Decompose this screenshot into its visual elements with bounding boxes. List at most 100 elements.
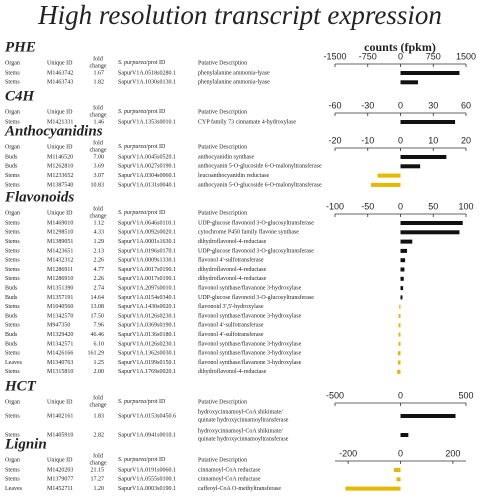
organ: Stems [5, 258, 20, 264]
bar [400, 248, 408, 253]
fold-change: 1.12 [94, 220, 105, 226]
section-label: HCT [4, 378, 37, 394]
bar [400, 230, 460, 235]
unique-id: M1315810 [47, 369, 73, 375]
col-header: Unique ID [47, 210, 73, 216]
organ: Stems [5, 304, 20, 310]
bar [400, 295, 403, 300]
prot-id: SapurV1A.0369s0190.1 [118, 323, 176, 329]
col-header: Organ [5, 399, 20, 405]
description: flavonol synthase/flavanone 3-hydroxylas… [198, 340, 302, 347]
organ: Stems [5, 230, 20, 236]
fold-change: 1.67 [94, 70, 105, 76]
x-tick-label: -50 [361, 201, 374, 211]
col-header: Unique ID [47, 60, 73, 66]
x-tick-label: 200 [445, 448, 460, 458]
fold-change: 1.25 [94, 360, 105, 366]
col-header: Putative Description [198, 399, 247, 405]
description: cinnamoyl-CoA reductase [198, 467, 261, 473]
prot-id: SapurV1A.0126s0230.1 [118, 313, 176, 319]
bar [397, 369, 401, 374]
col-header-suffix: /prot ID [146, 457, 166, 463]
description: flavonol 4'-sulfotransferase [198, 257, 264, 264]
description: flavonol synthase/flavanone 3-hydroxylas… [198, 350, 302, 357]
prot-id: SapurV1A.0555s0100.1 [118, 477, 176, 483]
organ: Stems [5, 351, 20, 357]
description: dihydroflavonol-4-reductase [198, 368, 267, 375]
x-tick-label: 1500 [456, 51, 476, 61]
fold-change: 17.27 [91, 477, 105, 483]
col-header: change [90, 147, 107, 153]
col-header: Organ [5, 60, 20, 66]
unique-id: M1342571 [47, 341, 73, 347]
unique-id: M1340763 [47, 360, 73, 366]
prot-id: SapurV1A.0027s0190.1 [118, 164, 176, 170]
unique-id: M1233652 [47, 173, 73, 179]
description: hydroxycinnamoyl-CoA shikimate/ [198, 428, 283, 434]
fold-change: 1.29 [94, 239, 105, 245]
col-header: fold [93, 139, 103, 146]
bar [398, 323, 401, 328]
fold-change: 10.83 [91, 182, 105, 188]
description: anthocyanidin synthase [198, 154, 254, 160]
unique-id: M1463742 [47, 70, 73, 76]
x-tick-label: 0 [398, 135, 403, 145]
fold-change: 2.26 [94, 276, 105, 282]
col-header-species: S. purpurea [118, 144, 146, 150]
col-header: Putative Description [198, 60, 247, 66]
prot-id: SapurV1A.0001s1630.1 [118, 239, 176, 245]
fold-change: 2.82 [94, 432, 105, 438]
fold-change: 4.77 [94, 267, 105, 273]
col-header: Organ [5, 457, 20, 463]
x-tick-label: 0 [398, 201, 403, 211]
unique-id: M1387540 [47, 182, 73, 188]
x-tick-label: 100 [458, 201, 473, 211]
description: flavonol synthase/flavanone 3-hydroxylas… [198, 312, 302, 319]
fold-change: 7.00 [94, 154, 105, 160]
prot-id: SapurV1A.1769s0020.1 [118, 369, 176, 375]
col-header: fold [93, 55, 103, 62]
unique-id: M1389051 [47, 239, 73, 245]
description: anthocyanin 5-O-glucoside 6-O-malonyltra… [198, 181, 322, 188]
unique-id: M1342570 [47, 313, 73, 319]
prot-id: SapurV1A.1030s0130.1 [118, 80, 176, 86]
section-label: Anthocyanidins [4, 123, 103, 139]
unique-id: M1040560 [47, 304, 73, 310]
x-tick-label: 0 [398, 100, 403, 110]
col-header: change [90, 63, 107, 69]
fold-change: 13.08 [91, 304, 105, 310]
col-header-suffix: /prot ID [146, 210, 166, 216]
x-tick-label: -200 [339, 448, 357, 458]
x-tick-label: -1500 [323, 51, 346, 61]
prot-id: SapurV1A.0191s0060.1 [118, 467, 176, 473]
organ: Stems [5, 182, 20, 188]
fold-change: 1.20 [94, 486, 105, 492]
x-tick-label: 60 [461, 100, 471, 110]
bar [397, 360, 401, 365]
fold-change: 6.10 [94, 341, 105, 347]
organ: Stems [5, 70, 20, 76]
bar [400, 80, 418, 85]
bar [400, 286, 404, 291]
unique-id: M1379077 [47, 477, 73, 483]
col-header: Putative Description [198, 210, 247, 216]
unique-id: M1423651 [47, 248, 73, 254]
description: flavonol synthase/flavanone 3-hydroxylas… [198, 359, 302, 366]
description: flavonol synthase/flavanone 3-hydroxylas… [198, 284, 302, 291]
col-header-species: S. purpurea [118, 457, 146, 463]
prot-id: SapurV1A.2097s0010.1 [118, 285, 176, 291]
fold-change: 7.96 [94, 323, 105, 329]
col-header: Putative Description [198, 109, 247, 115]
prot-id: SapurV1A.0092s0020.1 [118, 230, 176, 236]
organ: Stems [5, 267, 20, 273]
col-header: S. purpurea/prot ID [118, 60, 166, 66]
fold-change: 14.64 [91, 295, 105, 301]
col-header-suffix: /prot ID [146, 109, 166, 115]
unique-id: M1452711 [47, 486, 73, 492]
prot-id: SapurV1A.0154s0340.1 [118, 295, 176, 301]
col-header: change [90, 112, 107, 118]
organ: Buds [5, 285, 18, 291]
col-header-suffix: /prot ID [146, 60, 166, 66]
organ: Stems [5, 248, 20, 254]
x-tick-label: -30 [361, 100, 374, 110]
